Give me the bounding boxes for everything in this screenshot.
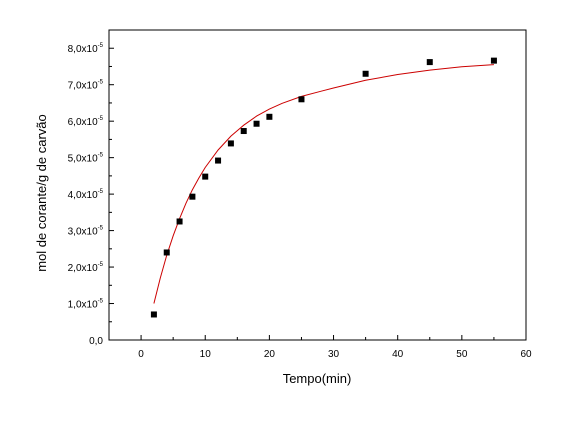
data-point <box>176 218 183 225</box>
data-point <box>490 57 497 64</box>
data-point <box>163 249 170 256</box>
y-tick-label: 8,0x10-5 <box>68 43 104 55</box>
y-tick-label-mantissa: 8,0x10 <box>68 44 98 55</box>
y-tick-label-exponent: -5 <box>98 299 104 305</box>
data-point <box>298 96 305 103</box>
data-point <box>266 113 273 120</box>
x-tick-label: 40 <box>392 349 404 360</box>
y-tick-label-exponent: -5 <box>98 116 104 122</box>
y-tick-label-exponent: -5 <box>98 189 104 195</box>
data-point <box>240 128 247 135</box>
y-tick-label: 5,0x10-5 <box>68 153 104 165</box>
data-point <box>426 59 433 66</box>
x-tick-label: 20 <box>264 349 276 360</box>
y-tick-label-exponent: -5 <box>98 153 104 159</box>
y-tick-label: 4,0x10-5 <box>68 189 104 201</box>
y-axis-label: mol de corante/g de carvão <box>34 114 49 272</box>
x-tick-label: 60 <box>520 349 532 360</box>
y-tick-label-mantissa: 7,0x10 <box>68 81 98 92</box>
y-tick-label-exponent: -5 <box>98 262 104 268</box>
data-point <box>253 120 260 127</box>
y-tick-label: 7,0x10-5 <box>68 80 104 92</box>
x-tick-label: 0 <box>138 349 144 360</box>
data-point <box>202 173 209 180</box>
y-tick-label-mantissa: 4,0x10 <box>68 190 98 201</box>
data-point <box>150 311 157 318</box>
data-point <box>215 157 222 164</box>
y-tick-label: 3,0x10-5 <box>68 226 104 238</box>
y-tick-label-exponent: -5 <box>98 80 104 86</box>
y-tick-label-exponent: -5 <box>98 226 104 232</box>
y-tick-label-mantissa: 6,0x10 <box>68 117 98 128</box>
y-tick-label: 6,0x10-5 <box>68 116 104 128</box>
data-point <box>189 193 196 200</box>
y-tick-label-mantissa: 5,0x10 <box>68 154 98 165</box>
y-tick-label-mantissa: 0,0 <box>89 336 103 347</box>
x-axis-label: Tempo(min) <box>283 371 352 386</box>
x-axis-ticks: 0 10 20 30 40 50 60 <box>138 335 532 360</box>
x-tick-label: 30 <box>328 349 340 360</box>
data-point <box>227 140 234 147</box>
x-tick-label: 10 <box>200 349 212 360</box>
y-tick-label-exponent: -5 <box>98 43 104 49</box>
y-tick-label: 1,0x10-5 <box>68 299 104 311</box>
y-tick-label: 2,0x10-5 <box>68 262 104 274</box>
y-tick-label-mantissa: 2,0x10 <box>68 263 98 274</box>
series-layer <box>150 57 497 318</box>
y-axis-ticks: 0,01,0x10-52,0x10-53,0x10-54,0x10-55,0x1… <box>68 43 114 347</box>
fit-curve <box>153 64 494 304</box>
data-point <box>362 70 369 77</box>
plot-area <box>108 29 527 341</box>
y-tick-label: 0,0 <box>89 336 103 347</box>
y-tick-label-mantissa: 3,0x10 <box>68 227 98 238</box>
x-tick-label: 50 <box>456 349 468 360</box>
y-tick-label-mantissa: 1,0x10 <box>68 300 98 311</box>
